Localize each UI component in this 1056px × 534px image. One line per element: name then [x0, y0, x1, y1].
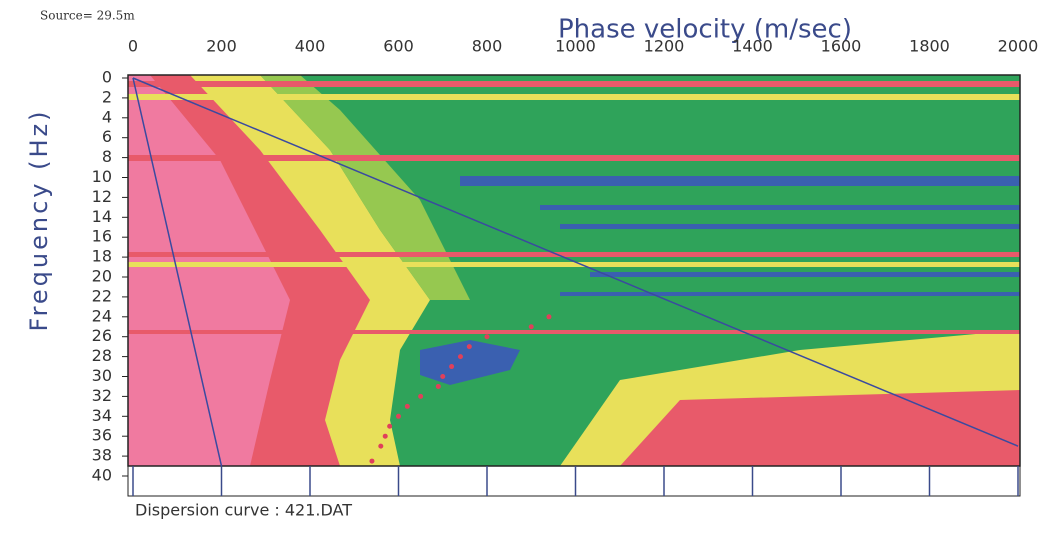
dispersion-image: [128, 75, 1020, 466]
x-tick-label: 400: [295, 37, 326, 56]
dispersion-point: [528, 324, 534, 330]
y-tick-label: 38: [92, 446, 112, 465]
y-tick-label: 20: [92, 267, 112, 286]
x-tick-label: 600: [383, 37, 414, 56]
x-tick-label: 1600: [821, 37, 862, 56]
y-tick-label: 14: [92, 207, 112, 226]
y-tick-label: 30: [92, 366, 112, 385]
y-tick-label: 22: [92, 286, 112, 305]
x-tick-label: 1200: [644, 37, 685, 56]
reference-line: [132, 77, 223, 467]
y-tick-label: 26: [92, 326, 112, 345]
source-note: Source= 29.5m: [40, 9, 135, 23]
x-tick-label: 1400: [732, 37, 773, 56]
dispersion-point: [440, 374, 446, 379]
dispersion-point: [449, 364, 455, 370]
chart-title: Phase velocity (m/sec): [558, 15, 852, 45]
dispersion-point: [546, 314, 552, 320]
dispersion-point: [457, 354, 463, 360]
dispersion-point: [382, 433, 388, 439]
y-tick-label: 40: [92, 466, 112, 485]
y-tick-label: 18: [92, 247, 112, 266]
dispersion-point: [418, 393, 424, 399]
dispersion-point: [378, 443, 384, 449]
dispersion-point: [404, 403, 410, 409]
axis-strip: [127, 465, 1021, 497]
y-tick-label: 16: [92, 227, 112, 246]
y-tick-label: 24: [92, 306, 112, 325]
dispersion-point: [396, 413, 401, 419]
y-tick-label: 0: [102, 68, 112, 87]
x-tick-label: 1800: [909, 37, 950, 56]
y-tick-label: 4: [102, 107, 112, 126]
dispersion-point: [466, 344, 472, 350]
x-tick-label: 2000: [998, 37, 1039, 56]
x-tick-label: 800: [472, 37, 503, 56]
dispersion-point: [369, 458, 375, 464]
y-tick-label: 12: [92, 187, 112, 206]
y-tick-label: 28: [92, 346, 112, 365]
y-tick-label: 2: [102, 87, 112, 106]
y-tick-label: 36: [92, 426, 112, 445]
y-tick-label: 32: [92, 386, 112, 405]
footer: Dispersion curve : 421.DAT: [135, 501, 352, 520]
dispersion-point: [435, 383, 441, 389]
y-tick-label: 10: [92, 167, 112, 186]
reference-line: [132, 77, 1019, 447]
x-tick-label: 0: [128, 37, 138, 56]
y-tick-label: 6: [102, 127, 112, 146]
x-tick-label: 200: [206, 37, 237, 56]
dispersion-point: [387, 423, 393, 429]
y-tick-label: 34: [92, 406, 112, 425]
y-tick-label: 8: [102, 147, 112, 166]
dispersion-point: [484, 334, 490, 340]
x-tick-label: 1000: [555, 37, 596, 56]
y-axis-title: Frequency (Hz): [25, 109, 53, 332]
